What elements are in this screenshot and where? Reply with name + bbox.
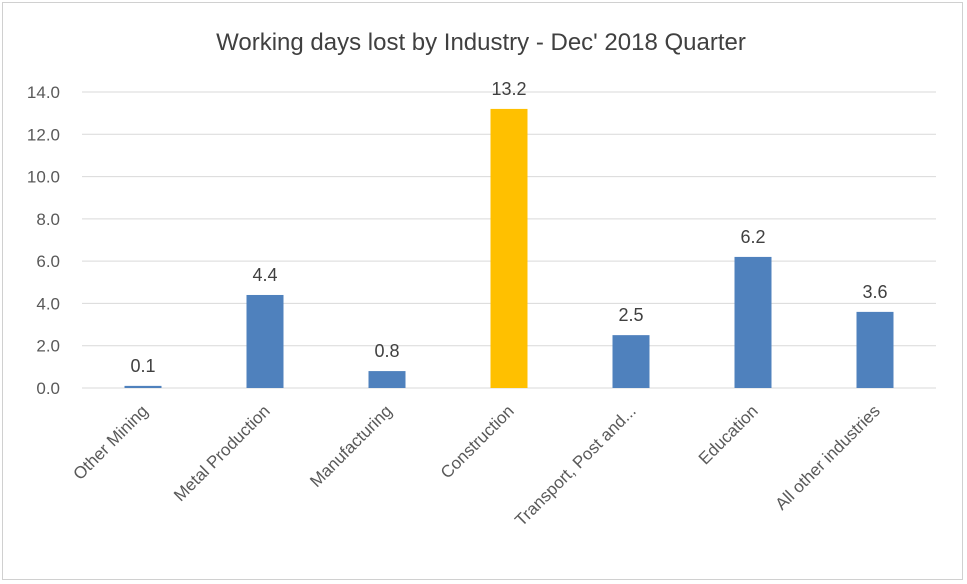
data-label: 2.5	[618, 305, 643, 325]
y-axis-ticks: 0.0 2.0 4.0 6.0 8.0 10.0 12.0 14.0	[27, 83, 60, 398]
x-category-label: All other industries	[772, 401, 884, 513]
x-category-label: Manufacturing	[306, 401, 396, 491]
bar	[734, 256, 772, 388]
y-tick-label: 6.0	[36, 252, 60, 271]
bar	[368, 371, 406, 388]
bars	[124, 108, 894, 389]
bar	[124, 385, 162, 388]
data-labels: 0.1 4.4 0.8 13.2 2.5 6.2 3.6	[130, 79, 887, 376]
x-category-label: Other Mining	[70, 401, 152, 483]
data-label: 0.8	[374, 341, 399, 361]
y-tick-label: 12.0	[27, 125, 60, 144]
data-label: 13.2	[491, 79, 526, 99]
bar	[856, 311, 894, 388]
x-category-label: Construction	[437, 401, 518, 482]
data-label: 0.1	[130, 356, 155, 376]
y-tick-label: 2.0	[36, 337, 60, 356]
data-label: 6.2	[740, 227, 765, 247]
y-tick-label: 8.0	[36, 210, 60, 229]
data-label: 3.6	[862, 282, 887, 302]
y-tick-label: 14.0	[27, 83, 60, 102]
bar	[490, 108, 528, 389]
chart-title: Working days lost by Industry - Dec' 201…	[216, 29, 746, 56]
y-tick-label: 10.0	[27, 168, 60, 187]
y-tick-label: 4.0	[36, 294, 60, 313]
y-tick-label: 0.0	[36, 379, 60, 398]
x-category-label: Metal Production	[170, 401, 274, 505]
x-category-label: Education	[695, 401, 762, 468]
data-label: 4.4	[252, 265, 277, 285]
bar	[246, 294, 284, 388]
x-axis-categories: Other Mining Metal Production Manufacturin…	[70, 401, 884, 530]
bar	[612, 335, 650, 388]
x-category-label: Transport, Post and...	[511, 401, 640, 530]
